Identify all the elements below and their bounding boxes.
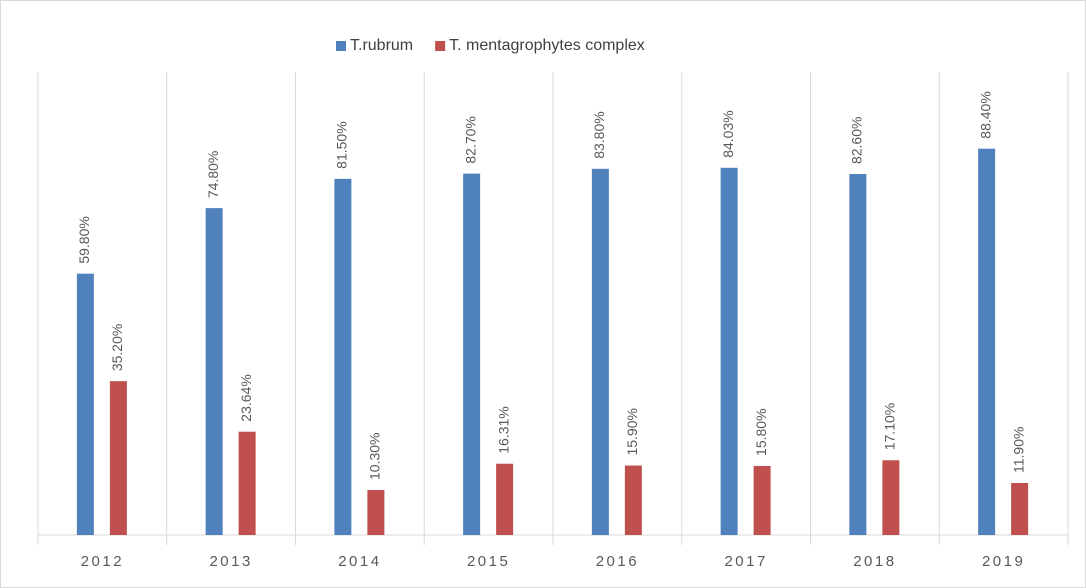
data-label: 74.80% (205, 151, 221, 198)
bar (367, 489, 385, 535)
data-label: 84.03% (720, 110, 736, 157)
bar (720, 167, 738, 536)
bar (882, 460, 900, 535)
bar (849, 174, 867, 535)
legend-label: T.rubrum (350, 37, 413, 54)
data-label: 11.90% (1010, 427, 1026, 473)
data-label: 15.80% (753, 408, 769, 455)
legend-swatch (336, 41, 346, 51)
data-label: 83.80% (591, 111, 607, 158)
data-label: 35.20% (109, 324, 125, 371)
bar (334, 178, 352, 535)
bar (624, 465, 642, 535)
x-tick-label: 2014 (338, 553, 381, 570)
data-label: 82.70% (462, 116, 478, 163)
data-label: 81.50% (334, 121, 350, 168)
data-label: 17.10% (882, 403, 898, 450)
bar (753, 465, 771, 535)
data-label: 23.64% (238, 374, 254, 421)
x-tick-label: 2018 (853, 553, 896, 570)
x-tick-label: 2016 (596, 553, 639, 570)
x-tick-label: 2015 (467, 553, 510, 570)
x-tick-label: 2017 (724, 553, 767, 570)
x-tick-label: 2019 (982, 553, 1025, 570)
bar (496, 463, 514, 535)
bar (205, 208, 223, 535)
bar (76, 273, 94, 535)
data-label: 59.80% (76, 216, 92, 263)
bar (591, 168, 609, 535)
bar (978, 148, 996, 535)
data-label: 82.60% (849, 117, 865, 164)
legend-swatch (435, 41, 446, 51)
data-label: 10.30% (367, 433, 383, 480)
bar (109, 381, 127, 535)
x-tick-label: 2013 (209, 553, 252, 570)
bar (463, 173, 481, 535)
data-label: 15.90% (624, 408, 640, 455)
bar (238, 431, 256, 535)
data-label: 88.40% (977, 91, 993, 138)
bar (1011, 482, 1029, 535)
legend-label: T. mentagrophytes complex (449, 37, 645, 54)
x-tick-label: 2012 (81, 553, 124, 570)
data-label: 16.31% (495, 406, 511, 453)
